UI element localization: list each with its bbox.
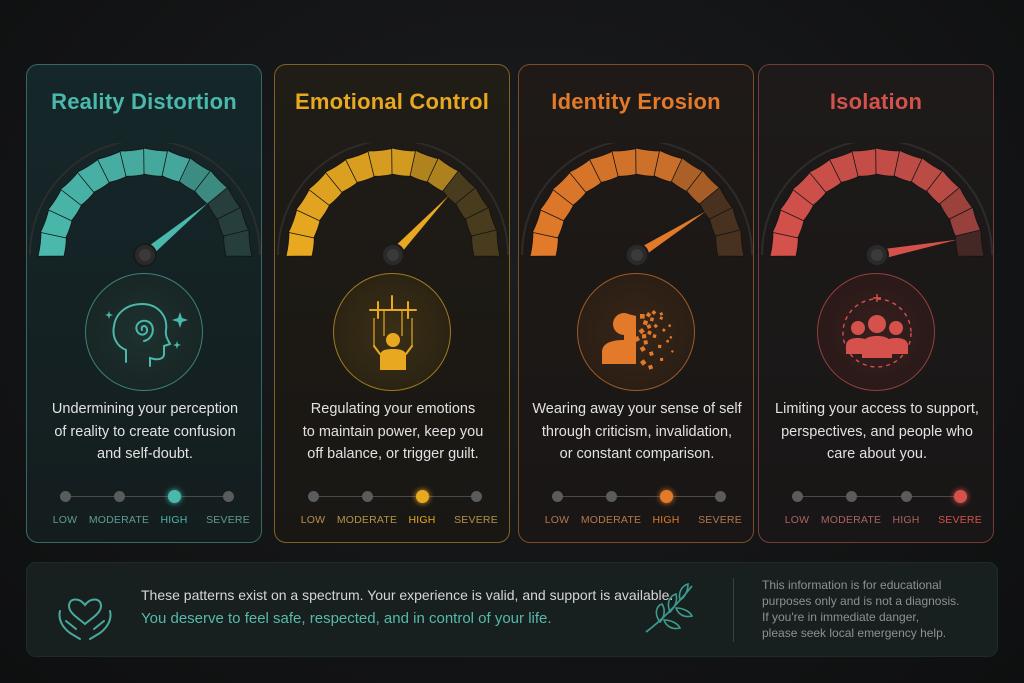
severity-dot-low bbox=[551, 491, 563, 502]
disclaimer-line: If you're in immediate danger, bbox=[762, 610, 920, 624]
description-line: care about you. bbox=[827, 446, 927, 462]
severity-dot-high bbox=[167, 490, 181, 503]
dissolving-person-icon bbox=[577, 273, 695, 391]
banner-message: These patterns exist on a spectrum. Your… bbox=[141, 587, 674, 603]
severity-label-moderate: MODERATE bbox=[336, 514, 398, 526]
gauge-segment bbox=[715, 229, 745, 257]
description-line: Wearing away your sense of self bbox=[532, 401, 742, 417]
card-title: Identity Erosion bbox=[551, 89, 721, 114]
card-description: Limiting your access to support, perspect… bbox=[769, 398, 985, 466]
severity-label-severe: SEVERE bbox=[938, 514, 982, 526]
card-description: Regulating your emotions to maintain powe… bbox=[285, 398, 501, 466]
description-line: off balance, or trigger guilt. bbox=[307, 446, 479, 462]
group-people-icon bbox=[817, 273, 935, 391]
disclaimer-line: purposes only and is not a diagnosis. bbox=[762, 594, 960, 608]
description-line: of reality to create confusion bbox=[54, 423, 236, 440]
description-line: Regulating your emotions bbox=[310, 401, 476, 417]
severity-label-low: LOW bbox=[784, 514, 810, 526]
heart-hands-icon bbox=[58, 598, 112, 640]
description-line: through criticism, invalidation, bbox=[541, 423, 733, 440]
card-identity-erosion: Identity Erosion Wearing away your sense … bbox=[518, 64, 754, 543]
severity-dot-moderate bbox=[605, 491, 617, 502]
severity-dot-high bbox=[659, 490, 673, 503]
severity-dot-low bbox=[59, 491, 71, 502]
puppet-strings-icon bbox=[333, 273, 451, 391]
description-line: Undermining your perception bbox=[51, 401, 239, 417]
severity-dot-severe bbox=[470, 491, 482, 502]
description-line: to maintain power, keep you bbox=[302, 423, 484, 440]
severity-dot-high bbox=[900, 491, 912, 502]
card-title: Emotional Control bbox=[294, 89, 490, 114]
gauge-needle bbox=[876, 239, 958, 260]
severity-label-moderate: MODERATE bbox=[820, 514, 882, 526]
gauge-needle bbox=[389, 195, 450, 259]
severity-dot-severe bbox=[953, 490, 967, 503]
severity-label-low: LOW bbox=[52, 514, 78, 526]
severity-dot-moderate bbox=[113, 491, 125, 502]
severity-label-low: LOW bbox=[300, 514, 326, 526]
severity-label-severe: SEVERE bbox=[206, 514, 250, 526]
severity-label-moderate: MODERATE bbox=[88, 514, 150, 526]
disclaimer: This information is for educational purp… bbox=[762, 577, 959, 641]
description-line: or constant comparison. bbox=[559, 446, 715, 462]
gauge-segment bbox=[223, 229, 253, 257]
support-banner bbox=[26, 562, 998, 657]
risk-gauge bbox=[761, 143, 993, 267]
card-emotional-control: Emotional Control Regulating your emotion… bbox=[274, 64, 510, 543]
severity-dot-moderate bbox=[361, 491, 373, 502]
risk-gauge bbox=[521, 143, 753, 267]
description-line: and self-doubt. bbox=[97, 446, 193, 462]
severity-label-high: HIGH bbox=[160, 514, 188, 526]
card-isolation: Isolation Limiting your access to support… bbox=[758, 64, 994, 543]
severity-label-low: LOW bbox=[544, 514, 570, 526]
card-description: Wearing away your sense of self through c… bbox=[529, 398, 745, 466]
severity-scale-line bbox=[797, 496, 963, 497]
card-reality-distortion: Reality Distortion Undermining your perce… bbox=[26, 64, 262, 543]
severity-label-moderate: MODERATE bbox=[580, 514, 642, 526]
description-line: perspectives, and people who bbox=[781, 423, 973, 440]
severity-label-severe: SEVERE bbox=[698, 514, 742, 526]
gauge-needle bbox=[141, 202, 209, 259]
disclaimer-line: please seek local emergency help. bbox=[762, 626, 947, 640]
severity-dot-severe bbox=[222, 491, 234, 502]
severity-label-high: HIGH bbox=[652, 514, 680, 526]
risk-gauge bbox=[29, 143, 261, 267]
severity-label-high: HIGH bbox=[408, 514, 436, 526]
severity-dot-moderate bbox=[845, 491, 857, 502]
leaf-branch-icon bbox=[645, 582, 694, 633]
banner-affirmation: You deserve to feel safe, respected, and… bbox=[141, 610, 552, 627]
gauge-segment bbox=[955, 229, 985, 257]
gauge-segment bbox=[471, 229, 501, 257]
gauge-needle bbox=[634, 211, 707, 260]
description-line: Limiting your access to support, bbox=[775, 401, 979, 417]
severity-dot-high bbox=[415, 490, 429, 503]
card-title: Reality Distortion bbox=[51, 89, 237, 114]
severity-label-high: HIGH bbox=[892, 514, 920, 526]
severity-scale-line bbox=[65, 496, 231, 497]
banner-divider bbox=[733, 578, 734, 642]
head-spiral-icon bbox=[85, 273, 203, 391]
card-description: Undermining your perception of reality to… bbox=[37, 398, 253, 466]
severity-scale-line bbox=[557, 496, 723, 497]
risk-gauge bbox=[277, 143, 509, 267]
disclaimer-line: This information is for educational bbox=[762, 578, 942, 592]
severity-label-severe: SEVERE bbox=[454, 514, 498, 526]
severity-dot-low bbox=[307, 491, 319, 502]
card-title: Isolation bbox=[829, 89, 923, 114]
severity-dot-severe bbox=[714, 491, 726, 502]
severity-scale-line bbox=[313, 496, 479, 497]
severity-dot-low bbox=[791, 491, 803, 502]
